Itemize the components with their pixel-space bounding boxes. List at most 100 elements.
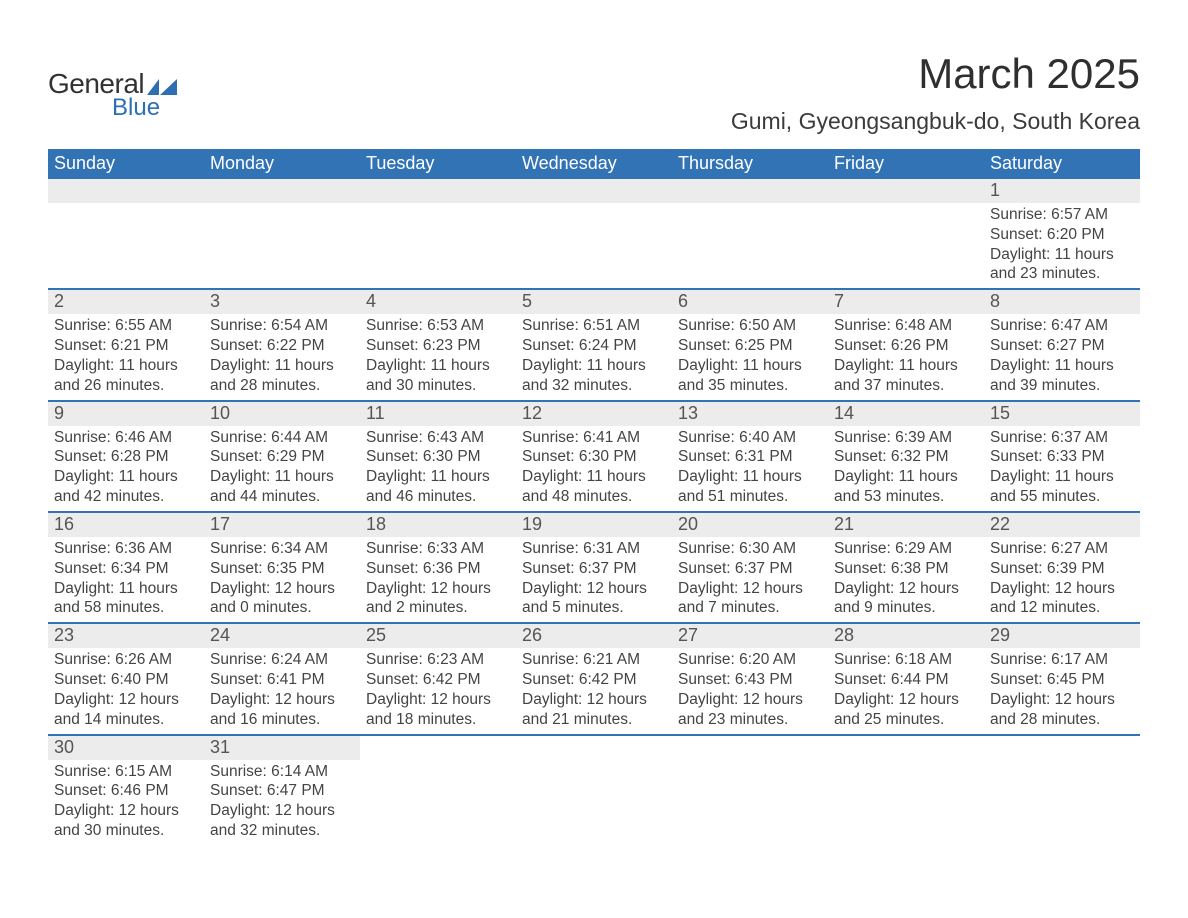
dl1-line: Daylight: 11 hours bbox=[678, 356, 822, 376]
sunrise-line: Sunrise: 6:57 AM bbox=[990, 205, 1134, 225]
day-cell: 20Sunrise: 6:30 AMSunset: 6:37 PMDayligh… bbox=[672, 513, 828, 622]
day-details bbox=[360, 760, 516, 766]
day-number: 9 bbox=[48, 402, 204, 426]
day-number: 23 bbox=[48, 624, 204, 648]
day-details: Sunrise: 6:29 AMSunset: 6:38 PMDaylight:… bbox=[828, 537, 984, 622]
day-number: 14 bbox=[828, 402, 984, 426]
sunrise-line: Sunrise: 6:47 AM bbox=[990, 316, 1134, 336]
sunrise-line: Sunrise: 6:44 AM bbox=[210, 428, 354, 448]
day-details: Sunrise: 6:46 AMSunset: 6:28 PMDaylight:… bbox=[48, 426, 204, 511]
day-cell: 28Sunrise: 6:18 AMSunset: 6:44 PMDayligh… bbox=[828, 624, 984, 733]
day-number: 22 bbox=[984, 513, 1140, 537]
empty-cell bbox=[672, 179, 828, 288]
sunset-line: Sunset: 6:28 PM bbox=[54, 447, 198, 467]
empty-cell bbox=[360, 736, 516, 845]
sunrise-line: Sunrise: 6:41 AM bbox=[522, 428, 666, 448]
day-number bbox=[828, 179, 984, 203]
day-number: 10 bbox=[204, 402, 360, 426]
sunset-line: Sunset: 6:27 PM bbox=[990, 336, 1134, 356]
weekday-header-cell: Saturday bbox=[984, 149, 1140, 179]
weekday-header-cell: Monday bbox=[204, 149, 360, 179]
sunset-line: Sunset: 6:45 PM bbox=[990, 670, 1134, 690]
day-details: Sunrise: 6:37 AMSunset: 6:33 PMDaylight:… bbox=[984, 426, 1140, 511]
sunset-line: Sunset: 6:29 PM bbox=[210, 447, 354, 467]
day-cell: 22Sunrise: 6:27 AMSunset: 6:39 PMDayligh… bbox=[984, 513, 1140, 622]
dl1-line: Daylight: 12 hours bbox=[366, 579, 510, 599]
day-number: 12 bbox=[516, 402, 672, 426]
sunset-line: Sunset: 6:33 PM bbox=[990, 447, 1134, 467]
dl2-line: and 44 minutes. bbox=[210, 487, 354, 507]
day-details bbox=[828, 203, 984, 288]
dl1-line: Daylight: 12 hours bbox=[210, 579, 354, 599]
dl2-line: and 46 minutes. bbox=[366, 487, 510, 507]
logo: General Blue bbox=[48, 68, 177, 122]
sunset-line: Sunset: 6:43 PM bbox=[678, 670, 822, 690]
day-cell: 17Sunrise: 6:34 AMSunset: 6:35 PMDayligh… bbox=[204, 513, 360, 622]
day-number: 25 bbox=[360, 624, 516, 648]
day-cell: 12Sunrise: 6:41 AMSunset: 6:30 PMDayligh… bbox=[516, 402, 672, 511]
day-number bbox=[672, 179, 828, 203]
day-details: Sunrise: 6:41 AMSunset: 6:30 PMDaylight:… bbox=[516, 426, 672, 511]
dl1-line: Daylight: 11 hours bbox=[678, 467, 822, 487]
day-number: 27 bbox=[672, 624, 828, 648]
dl1-line: Daylight: 11 hours bbox=[210, 356, 354, 376]
dl1-line: Daylight: 12 hours bbox=[210, 690, 354, 710]
day-details bbox=[672, 203, 828, 288]
day-details: Sunrise: 6:27 AMSunset: 6:39 PMDaylight:… bbox=[984, 537, 1140, 622]
weekday-header-cell: Tuesday bbox=[360, 149, 516, 179]
sunset-line: Sunset: 6:35 PM bbox=[210, 559, 354, 579]
day-number: 20 bbox=[672, 513, 828, 537]
sunrise-line: Sunrise: 6:33 AM bbox=[366, 539, 510, 559]
sunset-line: Sunset: 6:25 PM bbox=[678, 336, 822, 356]
sunrise-line: Sunrise: 6:51 AM bbox=[522, 316, 666, 336]
day-number: 4 bbox=[360, 290, 516, 314]
dl2-line: and 32 minutes. bbox=[522, 376, 666, 396]
sunrise-line: Sunrise: 6:15 AM bbox=[54, 762, 198, 782]
day-cell: 31Sunrise: 6:14 AMSunset: 6:47 PMDayligh… bbox=[204, 736, 360, 845]
day-details: Sunrise: 6:48 AMSunset: 6:26 PMDaylight:… bbox=[828, 314, 984, 399]
week-row: 30Sunrise: 6:15 AMSunset: 6:46 PMDayligh… bbox=[48, 734, 1140, 845]
empty-cell bbox=[828, 736, 984, 845]
week-row: 16Sunrise: 6:36 AMSunset: 6:34 PMDayligh… bbox=[48, 511, 1140, 622]
sunrise-line: Sunrise: 6:40 AM bbox=[678, 428, 822, 448]
day-number: 5 bbox=[516, 290, 672, 314]
sunrise-line: Sunrise: 6:18 AM bbox=[834, 650, 978, 670]
sunset-line: Sunset: 6:39 PM bbox=[990, 559, 1134, 579]
day-number: 6 bbox=[672, 290, 828, 314]
day-details: Sunrise: 6:51 AMSunset: 6:24 PMDaylight:… bbox=[516, 314, 672, 399]
day-details bbox=[672, 760, 828, 766]
empty-cell bbox=[516, 179, 672, 288]
dl1-line: Daylight: 12 hours bbox=[834, 579, 978, 599]
day-details bbox=[360, 203, 516, 288]
sunset-line: Sunset: 6:30 PM bbox=[366, 447, 510, 467]
sunrise-line: Sunrise: 6:39 AM bbox=[834, 428, 978, 448]
sunrise-line: Sunrise: 6:31 AM bbox=[522, 539, 666, 559]
day-cell: 18Sunrise: 6:33 AMSunset: 6:36 PMDayligh… bbox=[360, 513, 516, 622]
dl2-line: and 0 minutes. bbox=[210, 598, 354, 618]
day-details: Sunrise: 6:33 AMSunset: 6:36 PMDaylight:… bbox=[360, 537, 516, 622]
dl2-line: and 53 minutes. bbox=[834, 487, 978, 507]
day-number bbox=[360, 179, 516, 203]
day-cell: 10Sunrise: 6:44 AMSunset: 6:29 PMDayligh… bbox=[204, 402, 360, 511]
empty-cell bbox=[672, 736, 828, 845]
sunrise-line: Sunrise: 6:24 AM bbox=[210, 650, 354, 670]
day-details bbox=[516, 203, 672, 288]
dl1-line: Daylight: 12 hours bbox=[54, 801, 198, 821]
sunrise-line: Sunrise: 6:37 AM bbox=[990, 428, 1134, 448]
sunset-line: Sunset: 6:36 PM bbox=[366, 559, 510, 579]
dl2-line: and 42 minutes. bbox=[54, 487, 198, 507]
sunset-line: Sunset: 6:23 PM bbox=[366, 336, 510, 356]
day-details: Sunrise: 6:47 AMSunset: 6:27 PMDaylight:… bbox=[984, 314, 1140, 399]
day-details bbox=[48, 203, 204, 288]
day-cell: 4Sunrise: 6:53 AMSunset: 6:23 PMDaylight… bbox=[360, 290, 516, 399]
dl2-line: and 23 minutes. bbox=[678, 710, 822, 730]
sunset-line: Sunset: 6:34 PM bbox=[54, 559, 198, 579]
day-details: Sunrise: 6:50 AMSunset: 6:25 PMDaylight:… bbox=[672, 314, 828, 399]
day-details: Sunrise: 6:21 AMSunset: 6:42 PMDaylight:… bbox=[516, 648, 672, 733]
day-number bbox=[516, 736, 672, 760]
sunrise-line: Sunrise: 6:55 AM bbox=[54, 316, 198, 336]
day-details bbox=[516, 760, 672, 766]
dl1-line: Daylight: 11 hours bbox=[834, 467, 978, 487]
day-cell: 29Sunrise: 6:17 AMSunset: 6:45 PMDayligh… bbox=[984, 624, 1140, 733]
empty-cell bbox=[516, 736, 672, 845]
